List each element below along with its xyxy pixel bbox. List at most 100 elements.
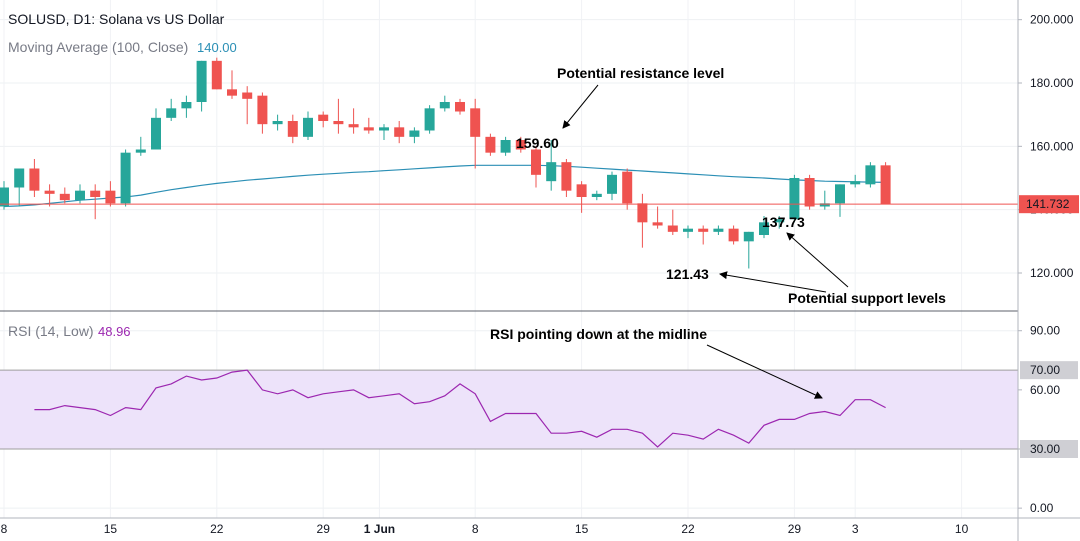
candle [728,225,739,245]
moving-average-line [3,164,886,208]
candle-body [515,140,526,150]
candle [683,225,693,239]
candle [439,95,450,112]
x-tick-label: 1 Jun [364,522,395,536]
candle [515,136,526,153]
rsi-band-label: 70.00 [1030,363,1060,377]
candle-body [424,108,435,131]
candle [59,187,70,204]
candle [105,181,116,207]
candle-body [835,184,845,204]
x-tick-label: 29 [788,522,802,536]
x-tick-label: 15 [575,522,589,536]
candle-body [728,228,739,242]
candle-body [90,190,101,197]
rsi-legend-label: RSI (14, Low) [8,323,94,339]
candle-body [850,181,861,185]
candle-body [272,121,283,125]
candle [637,193,648,248]
candle-body [318,114,329,121]
candle [227,70,237,99]
candle [14,168,25,207]
candle-body [242,92,253,99]
candle-body [865,165,876,185]
candle-body [637,203,648,223]
candle-body [394,127,405,137]
candle [576,181,587,213]
candle-body [0,187,9,207]
chart-title: SOLUSD, D1: Solana vs US Dollar [8,11,225,27]
candle [455,98,465,115]
candle-body [576,184,587,197]
candle-body [683,228,693,232]
candle [257,92,268,134]
candle [485,133,496,156]
moving-average-layer [3,164,886,208]
candle-body [29,168,40,191]
candle-body [743,231,754,242]
x-tick-label: 8 [1,522,8,536]
candle [242,86,253,125]
price-tick-label: 180.000 [1030,76,1074,90]
rsi-tick-label: 90.00 [1030,324,1060,338]
candle [759,216,769,239]
last-price-label: 141.732 [1026,197,1070,211]
candle [363,117,374,134]
candle-body [667,225,678,232]
candle-body [196,60,207,102]
candle-body [303,117,313,137]
candle [819,190,830,210]
annotations-layer: Potential resistance level 159.60 137.73 12… [490,65,946,399]
candle [135,136,146,156]
rsi-band-label-bg [1020,440,1078,458]
candle [667,209,678,235]
candle [287,114,298,144]
rsi-line [34,369,886,448]
annotation-resistance-label: Potential resistance level [557,65,724,81]
candle-body [546,162,557,182]
candle [196,60,207,112]
candlestick-series[interactable] [0,57,891,269]
candle-body [759,222,769,235]
price-tick-label: 200.000 [1030,13,1074,27]
candle-body [363,127,374,131]
annotation-support-arrow-high [786,232,849,288]
candle [591,190,602,201]
x-tick-label: 15 [104,522,118,536]
rsi-band-label-bg [1020,361,1078,380]
candle [29,159,40,197]
candle [698,225,709,245]
annotation-support-value-high: 137.73 [762,214,805,230]
candle-body [698,228,709,232]
candle [424,105,435,134]
candle-body [561,162,572,191]
rsi-line-layer [34,369,886,448]
annotation-rsi-arrow [706,344,823,399]
rsi-legend-value: 48.96 [98,324,131,339]
rsi-tick-label: 60.00 [1030,383,1060,397]
x-tick-label: 3 [852,522,859,536]
candle-body [622,171,633,204]
candle-body [181,102,192,109]
candle-body [348,124,359,128]
candle [531,146,541,188]
rsi-band [0,369,1018,450]
candle [713,225,724,235]
candle-body [531,149,541,175]
annotation-rsi-label: RSI pointing down at the midline [490,326,707,342]
candle [75,184,85,204]
ma-legend-value: 140.00 [197,40,237,55]
candle-body [211,60,222,90]
candle [272,114,283,131]
candle-body [14,168,25,188]
candle-body [789,178,800,220]
rsi-tick-label: 0.00 [1030,501,1054,515]
candle [303,111,313,140]
candle [607,171,617,201]
candle-body [379,127,389,131]
candle-body [120,152,131,204]
candle [835,184,845,217]
candle [90,184,101,220]
